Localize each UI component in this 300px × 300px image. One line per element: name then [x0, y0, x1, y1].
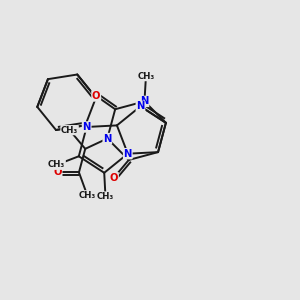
Text: CH₃: CH₃ — [48, 160, 65, 169]
Text: CH₃: CH₃ — [137, 72, 154, 81]
Text: O: O — [110, 173, 118, 183]
Text: N: N — [124, 149, 132, 159]
Text: N: N — [140, 96, 149, 106]
Text: CH₃: CH₃ — [97, 192, 114, 201]
Text: N: N — [103, 134, 112, 143]
Text: N: N — [82, 122, 91, 132]
Text: CH₃: CH₃ — [79, 191, 96, 200]
Text: N: N — [136, 101, 145, 111]
Text: CH₃: CH₃ — [61, 126, 78, 135]
Text: O: O — [53, 167, 62, 177]
Text: O: O — [92, 91, 100, 101]
